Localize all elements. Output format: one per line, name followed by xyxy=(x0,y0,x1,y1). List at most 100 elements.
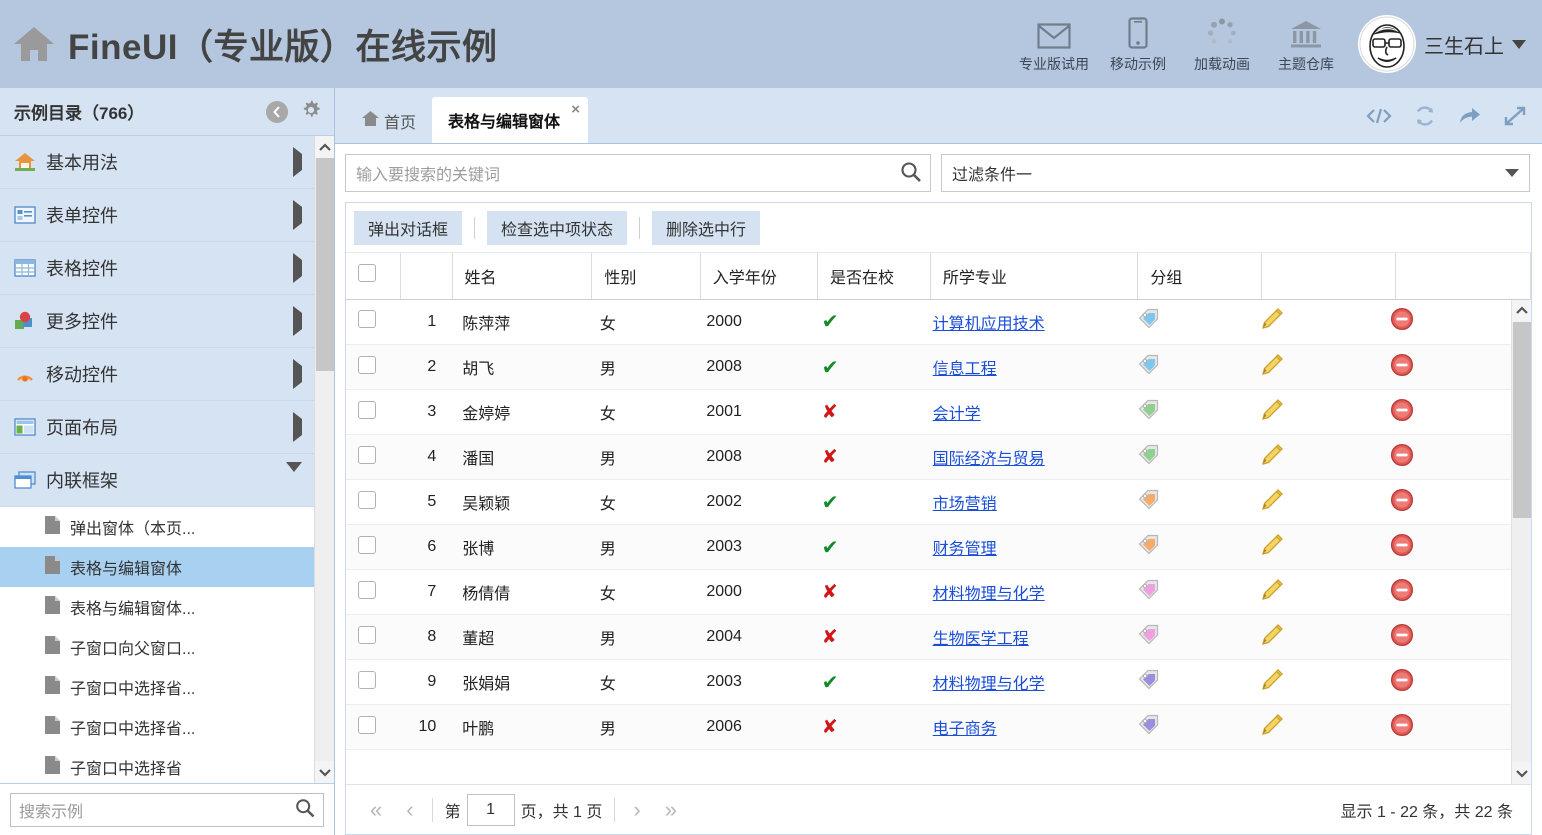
sidebar-leaf-grid-edit-window[interactable]: 表格与编辑窗体 xyxy=(0,547,314,587)
pencil-edit-icon[interactable] xyxy=(1259,488,1285,517)
row-delete[interactable] xyxy=(1377,389,1511,435)
tag-icon[interactable] xyxy=(1137,353,1161,382)
scroll-down-icon[interactable] xyxy=(315,761,334,783)
delete-circle-icon[interactable] xyxy=(1390,398,1414,426)
row-select-cell[interactable] xyxy=(346,524,400,570)
delete-circle-icon[interactable] xyxy=(1390,533,1414,561)
row-checkbox[interactable] xyxy=(358,490,376,509)
row-checkbox[interactable] xyxy=(358,715,376,734)
sidebar-leaf-popup-window[interactable]: 弹出窗体（本页... xyxy=(0,507,314,547)
header-group[interactable]: 分组 xyxy=(1137,253,1263,300)
row-group[interactable] xyxy=(1124,299,1247,345)
first-page-button[interactable]: « xyxy=(370,796,383,822)
collapse-left-icon[interactable] xyxy=(266,100,288,123)
row-checkbox[interactable] xyxy=(358,625,376,644)
tag-icon[interactable] xyxy=(1137,488,1161,517)
sidebar-item-iframe[interactable]: 内联框架 xyxy=(0,454,314,507)
nav-theme[interactable]: 主题仓库 xyxy=(1264,15,1348,74)
row-select-cell[interactable] xyxy=(346,299,400,345)
table-row[interactable]: 1 陈萍萍女 2000 ✔ 计算机应用技术 xyxy=(346,299,1511,345)
search-icon[interactable] xyxy=(900,161,922,186)
row-select-cell[interactable] xyxy=(346,434,400,480)
search-icon[interactable] xyxy=(295,798,315,821)
row-group[interactable] xyxy=(1124,569,1247,615)
tag-icon[interactable] xyxy=(1137,443,1161,472)
search-input[interactable]: 搜索示例 xyxy=(10,792,324,827)
scroll-down-icon[interactable] xyxy=(1512,762,1531,784)
row-delete[interactable] xyxy=(1377,659,1511,705)
row-checkbox[interactable] xyxy=(358,580,376,599)
row-delete[interactable] xyxy=(1377,479,1511,525)
tag-icon[interactable] xyxy=(1137,668,1161,697)
table-row[interactable]: 10 叶鹏男 2006 ✘ 电子商务 xyxy=(346,704,1511,750)
row-group[interactable] xyxy=(1124,704,1247,750)
table-row[interactable]: 6 张博男 2003 ✔ 财务管理 xyxy=(346,524,1511,570)
table-row[interactable]: 7 杨倩倩女 2000 ✘ 材料物理与化学 xyxy=(346,569,1511,615)
row-select-cell[interactable] xyxy=(346,569,400,615)
pencil-edit-icon[interactable] xyxy=(1259,713,1285,742)
select-all-checkbox[interactable] xyxy=(358,264,376,283)
sidebar-item-more[interactable]: 更多控件 xyxy=(0,295,314,348)
sidebar-item-mobile[interactable]: 移动控件 xyxy=(0,348,314,401)
sidebar-leaf-child-select-province-1[interactable]: 子窗口中选择省... xyxy=(0,667,314,707)
view-source-icon[interactable] xyxy=(1366,107,1392,128)
row-edit[interactable] xyxy=(1246,344,1378,390)
scroll-up-icon[interactable] xyxy=(315,136,334,158)
sidebar-leaf-child-to-parent[interactable]: 子窗口向父窗口... xyxy=(0,627,314,667)
last-page-button[interactable]: » xyxy=(664,796,677,822)
row-delete[interactable] xyxy=(1377,524,1511,570)
delete-circle-icon[interactable] xyxy=(1390,308,1414,335)
fullscreen-icon[interactable] xyxy=(1504,106,1526,129)
table-row[interactable]: 9 张娟娟女 2003 ✔ 材料物理与化学 xyxy=(346,659,1511,705)
pencil-edit-icon[interactable] xyxy=(1259,668,1285,697)
row-major[interactable]: 会计学 xyxy=(920,389,1125,435)
delete-circle-icon[interactable] xyxy=(1390,713,1414,741)
tab-home[interactable]: 首页 xyxy=(345,99,432,143)
grid-scrollbar[interactable] xyxy=(1511,299,1531,784)
row-group[interactable] xyxy=(1124,389,1247,435)
gear-icon[interactable] xyxy=(300,99,322,124)
delete-circle-icon[interactable] xyxy=(1390,488,1414,516)
pencil-edit-icon[interactable] xyxy=(1259,398,1285,427)
chevron-down-icon[interactable] xyxy=(1505,169,1519,177)
row-delete[interactable] xyxy=(1377,704,1511,750)
nav-trial[interactable]: 专业版试用 xyxy=(1012,15,1096,74)
row-major[interactable]: 市场营销 xyxy=(920,479,1125,525)
row-edit[interactable] xyxy=(1246,704,1378,750)
row-group[interactable] xyxy=(1124,479,1247,525)
nav-loading[interactable]: 加载动画 xyxy=(1180,15,1264,74)
major-link[interactable]: 信息工程 xyxy=(932,361,997,378)
close-icon[interactable]: × xyxy=(571,101,581,118)
header-in-school[interactable]: 是否在校 xyxy=(817,253,931,300)
row-checkbox[interactable] xyxy=(358,310,376,329)
header-year[interactable]: 入学年份 xyxy=(700,253,819,300)
delete-circle-icon[interactable] xyxy=(1390,578,1414,606)
row-group[interactable] xyxy=(1124,659,1247,705)
row-select-cell[interactable] xyxy=(346,659,400,705)
row-group[interactable] xyxy=(1124,614,1247,660)
major-link[interactable]: 材料物理与化学 xyxy=(932,676,1045,693)
row-edit[interactable] xyxy=(1246,389,1378,435)
open-dialog-button[interactable]: 弹出对话框 xyxy=(354,210,463,245)
row-edit[interactable] xyxy=(1246,659,1378,705)
major-link[interactable]: 财务管理 xyxy=(932,541,997,558)
row-delete[interactable] xyxy=(1377,434,1511,480)
header-name[interactable]: 姓名 xyxy=(452,253,593,300)
sidebar-leaf-child-select-province-2[interactable]: 子窗口中选择省... xyxy=(0,707,314,747)
pencil-edit-icon[interactable] xyxy=(1259,533,1285,562)
row-checkbox[interactable] xyxy=(358,445,376,464)
sidebar-leaf-grid-edit-window-2[interactable]: 表格与编辑窗体... xyxy=(0,587,314,627)
row-major[interactable]: 信息工程 xyxy=(920,344,1125,390)
sidebar-item-form[interactable]: 表单控件 xyxy=(0,189,314,242)
major-link[interactable]: 市场营销 xyxy=(932,496,997,513)
row-major[interactable]: 材料物理与化学 xyxy=(920,659,1125,705)
row-major[interactable]: 计算机应用技术 xyxy=(920,299,1125,345)
row-checkbox[interactable] xyxy=(358,400,376,419)
table-row[interactable]: 5 吴颖颖女 2002 ✔ 市场营销 xyxy=(346,479,1511,525)
refresh-icon[interactable] xyxy=(1414,106,1436,129)
sidebar-item-grid[interactable]: 表格控件 xyxy=(0,242,314,295)
sidebar-leaf-child-select-province-3[interactable]: 子窗口中选择省 xyxy=(0,747,314,783)
major-link[interactable]: 国际经济与贸易 xyxy=(932,451,1045,468)
major-link[interactable]: 电子商务 xyxy=(932,721,997,738)
share-icon[interactable] xyxy=(1458,106,1482,129)
